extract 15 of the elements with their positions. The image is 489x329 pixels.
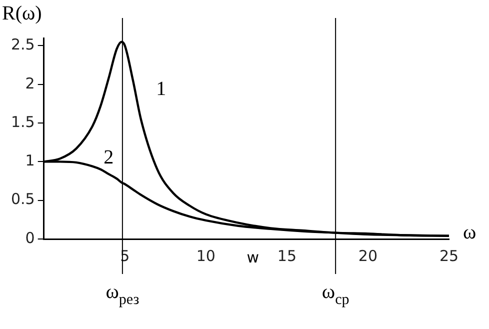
y-tick-label: 2.5 bbox=[10, 36, 35, 54]
x-tick-label: 20 bbox=[358, 246, 378, 265]
text: w bbox=[246, 248, 260, 266]
x-tick-label: 15 bbox=[277, 246, 296, 265]
x-axis-title: ω bbox=[463, 221, 476, 244]
y-tick-label: 0.5 bbox=[10, 190, 35, 208]
x-tick-label: 10 bbox=[196, 246, 216, 265]
series-label: 1 bbox=[156, 78, 166, 100]
y-tick-label: 2 bbox=[25, 74, 35, 92]
x-tick-label: 25 bbox=[439, 246, 459, 265]
y-tick-label: 1 bbox=[25, 152, 35, 170]
y-tick-label: 0 bbox=[25, 228, 35, 247]
y-axis-title: R(ω) bbox=[2, 2, 42, 24]
series-label: 2 bbox=[104, 146, 114, 168]
y-tick-label: 1.5 bbox=[10, 112, 35, 131]
